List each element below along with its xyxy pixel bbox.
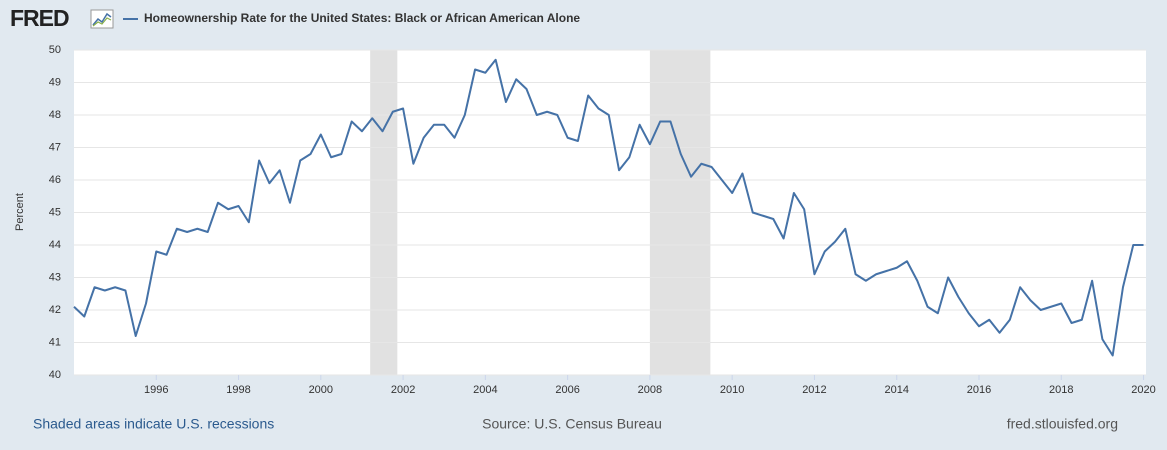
y-tick-label: 40: [49, 369, 61, 381]
x-tick-label: 2018: [1049, 384, 1073, 396]
y-tick-label: 46: [49, 174, 61, 186]
x-tick-label: 2012: [802, 384, 826, 396]
y-tick-label: 49: [49, 76, 61, 88]
x-tick-label: 1998: [226, 384, 250, 396]
source: Source: U.S. Census Bureau: [482, 416, 662, 432]
legend-label: Homeownership Rate for the United States…: [144, 11, 580, 25]
logo: FRED: [10, 5, 69, 31]
logo-icon: [90, 9, 114, 29]
y-axis-label: Percent: [14, 193, 26, 231]
footnote: Shaded areas indicate U.S. recessions: [33, 416, 274, 432]
x-tick-label: 2020: [1131, 384, 1155, 396]
x-tick-label: 2006: [555, 384, 579, 396]
x-tick-label: 2014: [884, 384, 908, 396]
x-tick-label: 2000: [309, 384, 333, 396]
y-tick-label: 42: [49, 304, 61, 316]
y-tick-label: 47: [49, 141, 61, 153]
y-tick-label: 48: [49, 109, 61, 121]
site: fred.stlouisfed.org: [1007, 416, 1118, 432]
x-tick-label: 2002: [391, 384, 415, 396]
y-tick-label: 43: [49, 271, 61, 283]
x-tick-label: 2010: [720, 384, 744, 396]
x-tick-label: 1996: [144, 384, 168, 396]
x-tick-label: 2016: [967, 384, 991, 396]
x-tick-label: 2008: [638, 384, 662, 396]
y-tick-label: 50: [49, 44, 61, 56]
y-tick-label: 44: [49, 239, 61, 251]
y-tick-label: 41: [49, 336, 61, 348]
x-tick-label: 2004: [473, 384, 497, 396]
y-tick-label: 45: [49, 206, 61, 218]
data-line: [73, 58, 1144, 357]
